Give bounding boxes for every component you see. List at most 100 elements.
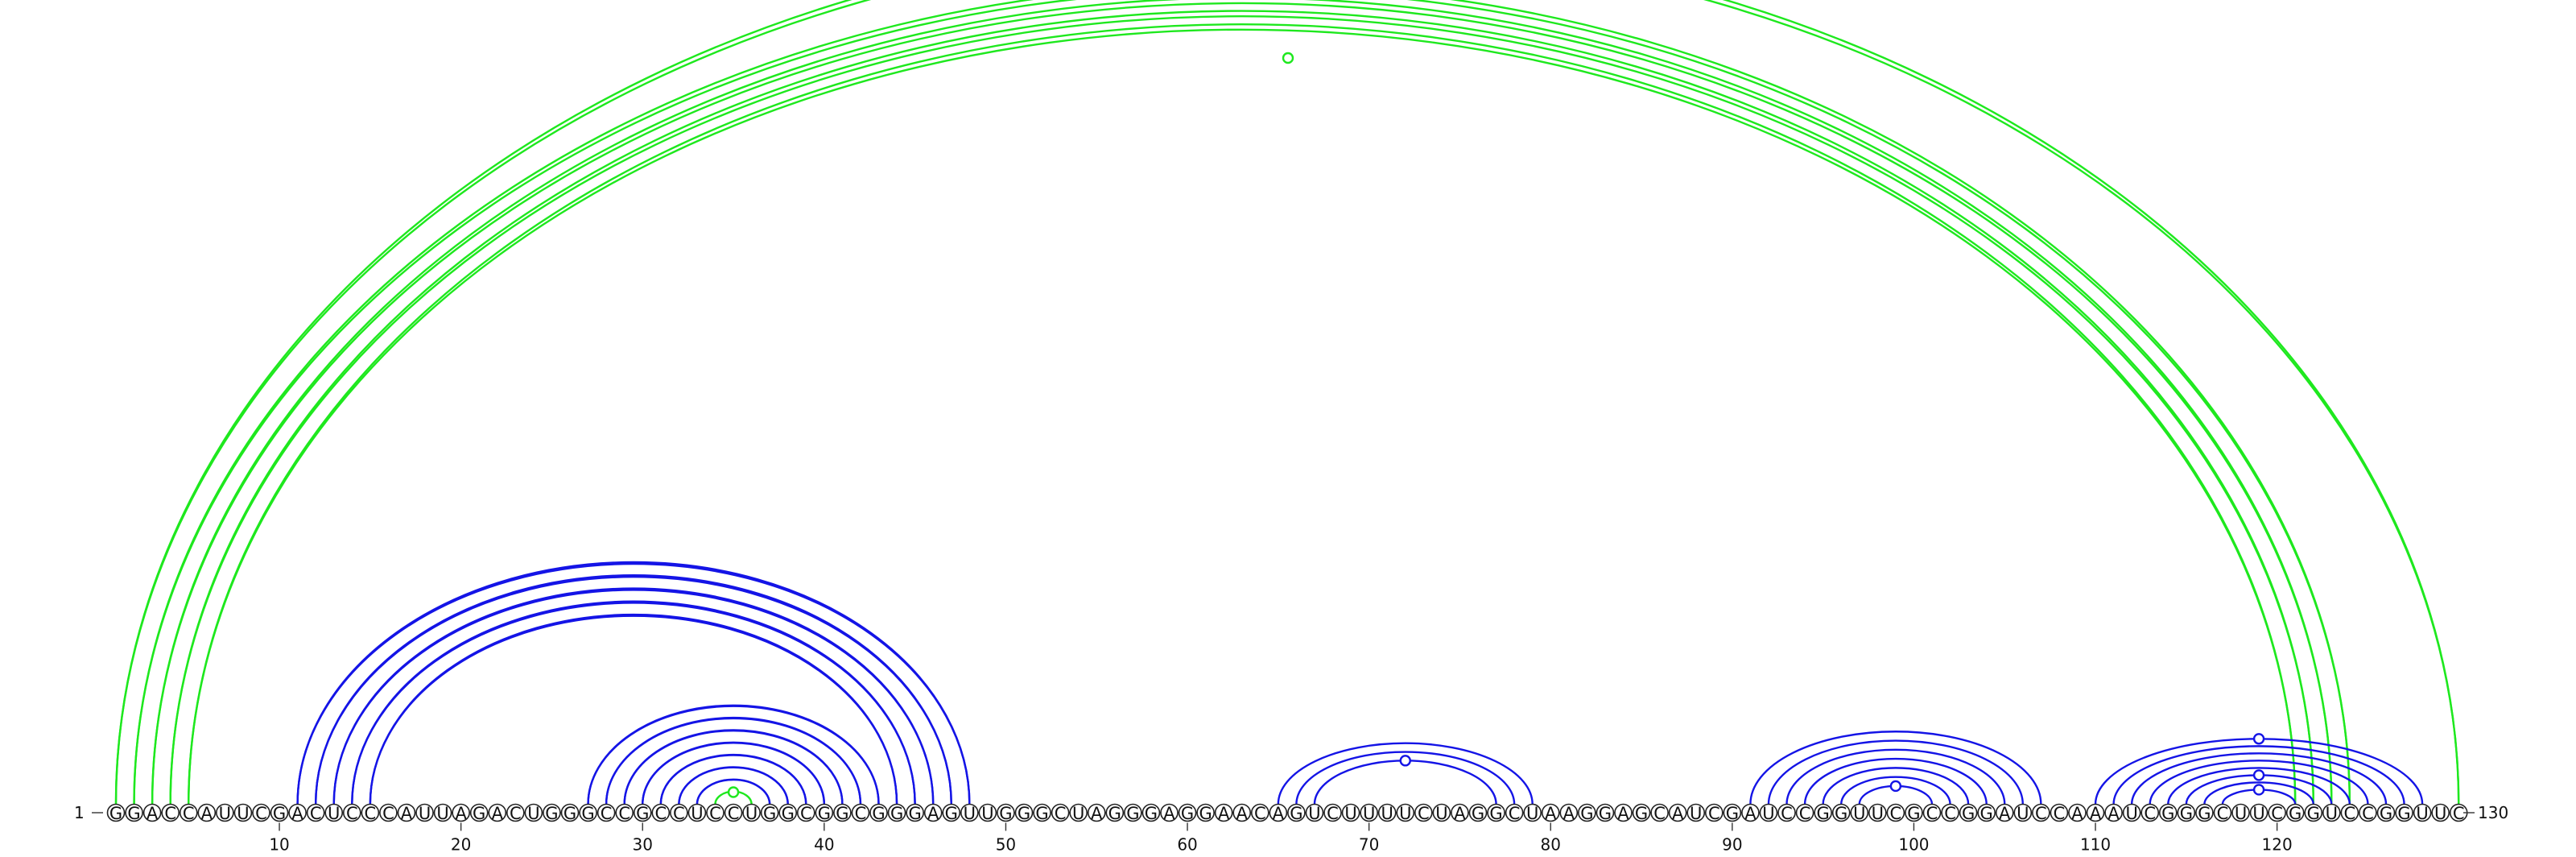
nucleotide-letter: C xyxy=(183,804,195,823)
nucleotide-letter: A xyxy=(1545,804,1557,823)
nucleotide-circle xyxy=(833,803,852,822)
nucleotide-letter: U xyxy=(2125,804,2137,823)
nucleotide-letter: G xyxy=(763,804,776,823)
stem-arc xyxy=(587,705,880,805)
stem-arc xyxy=(314,576,952,805)
nucleotide-letter: C xyxy=(255,804,267,823)
nucleotide-letter: G xyxy=(564,804,576,823)
nucleotide: U xyxy=(2322,803,2341,823)
tick-label: 40 xyxy=(814,835,834,855)
nucleotide-circle xyxy=(379,803,398,822)
nucleotide-circle xyxy=(2285,803,2305,822)
nucleotide-letter: C xyxy=(601,804,613,823)
hairpin-arc xyxy=(1749,731,2042,805)
nucleotide-circle xyxy=(161,803,180,822)
nucleotide-letter: U xyxy=(2416,804,2428,823)
nucleotide: G xyxy=(778,803,798,823)
nucleotide: G xyxy=(633,803,652,823)
tick-label: 50 xyxy=(996,835,1016,855)
nucleotide-letter: G xyxy=(1290,804,1302,823)
hairpin-arc xyxy=(1277,742,1534,805)
nucleotide-letter: U xyxy=(436,804,448,823)
nucleotide-letter: C xyxy=(800,804,812,823)
tick-label: 70 xyxy=(1359,835,1379,855)
nucleotide: C xyxy=(2213,803,2232,823)
nucleotide-circle xyxy=(106,803,126,822)
nucleotide-circle xyxy=(469,803,489,822)
nucleotide-circle xyxy=(142,803,162,822)
nucleotide-letter: U xyxy=(2252,804,2264,823)
nucleotide-letter: G xyxy=(545,804,558,823)
nucleotide-letter: G xyxy=(1726,804,1739,823)
nucleotide-circle xyxy=(179,803,198,822)
nucleotide: C xyxy=(179,803,198,823)
stem-arc xyxy=(642,742,826,805)
nucleotide: U xyxy=(1523,803,1542,823)
nucleotide-letter: A xyxy=(2090,804,2102,823)
nucleotide-letter: U xyxy=(2326,804,2338,823)
tick-label: 100 xyxy=(1898,835,1929,855)
nucleotide-circle xyxy=(997,803,1015,822)
nucleotide-letter: U xyxy=(527,804,539,823)
nucleotide-letter: C xyxy=(2054,804,2066,823)
nucleotide-circle xyxy=(1668,803,1687,822)
nucleotide-letter: U xyxy=(1381,804,1393,823)
nucleotide: G xyxy=(1831,803,1851,823)
nucleotide-circle xyxy=(687,803,707,822)
nucleotide-circle xyxy=(2032,803,2050,822)
nucleotide-letter: A xyxy=(1218,804,1230,823)
nucleotide: A xyxy=(2086,803,2105,823)
nucleotide-circle xyxy=(579,803,597,822)
nucleotide: A xyxy=(288,803,307,823)
nucleotide: A xyxy=(1668,803,1687,823)
nucleotide: C xyxy=(597,803,616,823)
nucleotide: G xyxy=(2376,803,2396,823)
nucleotide-letter: A xyxy=(1236,804,1249,823)
nucleotide: U xyxy=(960,803,979,823)
nucleotide-circle xyxy=(197,803,217,822)
nucleotide-circle xyxy=(851,803,870,822)
nucleotide-circle xyxy=(1069,803,1088,822)
nucleotide-circle xyxy=(1396,803,1415,822)
nucleotide-letter: C xyxy=(310,804,322,823)
nucleotide-letter: G xyxy=(1472,804,1484,823)
nucleotide: C xyxy=(796,803,815,823)
nucleotide-circle xyxy=(2359,803,2377,822)
nucleotide-letter: C xyxy=(1799,804,1811,823)
nucleotide: U xyxy=(524,803,543,823)
pseudoknot-arc xyxy=(188,23,2297,805)
nucleotide: U xyxy=(2122,803,2141,823)
nucleotide: G xyxy=(1105,803,1125,823)
nucleotide: A xyxy=(1995,803,2014,823)
nucleotide-letter: G xyxy=(109,804,122,823)
pseudoknot-arc xyxy=(133,0,2351,805)
nucleotide-circle xyxy=(1831,803,1851,822)
nucleotide-letter: U xyxy=(1853,804,1865,823)
nucleotide-circle xyxy=(1250,803,1269,822)
arc-marker xyxy=(1282,52,1294,64)
nucleotide-circle xyxy=(324,803,344,822)
nucleotide-circle xyxy=(778,803,798,822)
nucleotide: A xyxy=(452,803,470,823)
nucleotide-letter: G xyxy=(1181,804,1194,823)
nucleotide-letter: C xyxy=(673,804,685,823)
arc-marker xyxy=(2252,733,2265,745)
nucleotide-circle xyxy=(706,803,724,822)
nucleotide-letter: A xyxy=(1273,804,1285,823)
nucleotide: G xyxy=(1578,803,1596,823)
hairpin-arc xyxy=(1803,757,1988,805)
nucleotide: G xyxy=(1905,803,1923,823)
nucleotide-letter: G xyxy=(273,804,286,823)
nucleotide: G xyxy=(1033,803,1051,823)
nucleotide-letter: G xyxy=(127,804,140,823)
stem-arc xyxy=(696,778,771,805)
nucleotide-letter: G xyxy=(1126,804,1139,823)
nucleotide: U xyxy=(1305,803,1324,823)
start-position-label: 1 xyxy=(74,803,85,822)
nucleotide: C xyxy=(724,803,743,823)
nucleotide-circle xyxy=(1033,803,1051,822)
nucleotide-letter: G xyxy=(2380,804,2392,823)
nucleotide: U xyxy=(2413,803,2432,823)
nucleotide-letter: G xyxy=(581,804,594,823)
nucleotide-letter: U xyxy=(964,804,976,823)
